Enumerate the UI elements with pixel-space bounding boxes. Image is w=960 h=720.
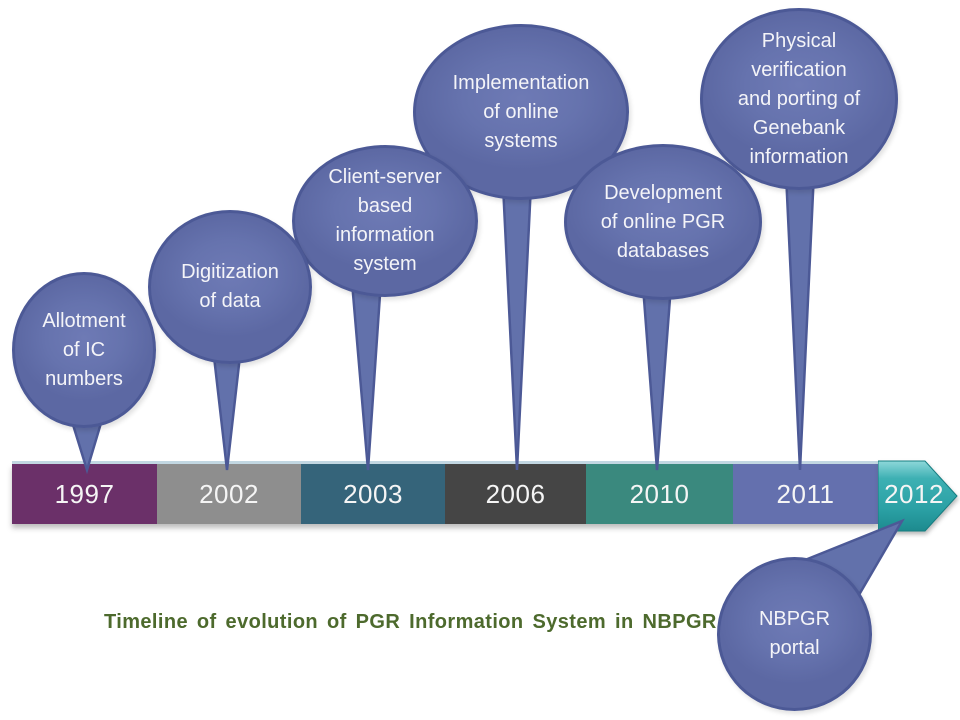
bubble-tail-2011	[784, 170, 816, 471]
timeline-segment-2011: 2011	[733, 464, 878, 524]
callout-nbpgr-portal: NBPGR portal	[717, 557, 872, 711]
timeline-segment-2003: 2003	[301, 464, 445, 524]
bubble-tail-2006	[501, 182, 533, 471]
callout-development-pgr-databases: Development of online PGR databases	[564, 144, 762, 300]
timeline-segment-1997: 1997	[12, 464, 157, 524]
timeline-segment-2006: 2006	[445, 464, 586, 524]
bubble-tail-2002	[211, 345, 243, 471]
timeline-arrow-2012	[878, 460, 958, 532]
callout-text: Allotment of IC numbers	[42, 309, 126, 390]
year-label: 2006	[485, 478, 546, 509]
callout-allotment-ic-numbers: Allotment of IC numbers	[12, 272, 156, 428]
timeline-segment-2002: 2002	[157, 464, 301, 524]
bubble-tail-2010	[641, 283, 673, 471]
callout-text: Implementation of online systems	[452, 71, 590, 152]
timeline-bar: 1997 2002 2003 2006 2010 2011	[12, 461, 878, 524]
year-label: 2010	[629, 478, 690, 509]
year-label: 2003	[343, 478, 403, 509]
arrow-shape	[878, 460, 958, 532]
callout-text: NBPGR portal	[758, 608, 831, 659]
year-label: 2011	[776, 478, 835, 509]
bubble-tail-2003	[350, 278, 383, 471]
year-label: 2002	[199, 478, 259, 509]
callout-digitization-of-data: Digitization of data	[148, 210, 312, 364]
callout-text: Client-server based information system	[328, 166, 442, 275]
timeline-segment-2010: 2010	[586, 464, 733, 524]
callout-client-server-system: Client-server based information system	[292, 145, 478, 297]
year-label: 1997	[54, 478, 115, 509]
callout-physical-verification-genebank: Physical verification and porting of Gen…	[700, 8, 898, 190]
callout-text: Digitization of data	[181, 261, 279, 312]
callout-text: Physical verification and porting of Gen…	[737, 29, 861, 168]
year-label-2012: 2012	[884, 478, 944, 509]
callout-text: Development of online PGR databases	[600, 181, 726, 262]
diagram-caption: Timeline of evolution of PGR Information…	[104, 611, 717, 633]
